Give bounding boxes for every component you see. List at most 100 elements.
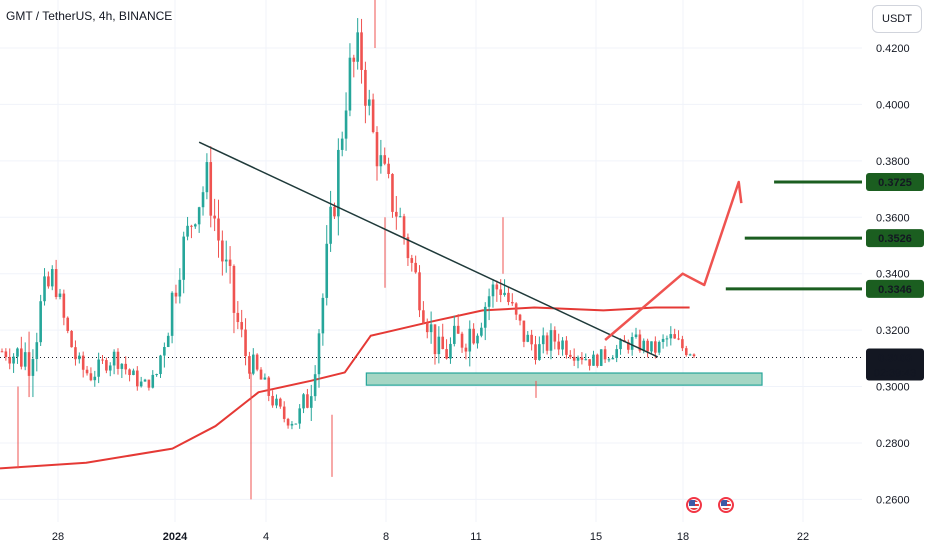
candle-body [367,99,371,106]
candle-body [143,379,147,382]
candle-body [592,354,595,366]
candle-body [456,325,460,334]
candle-body [514,303,518,315]
candle-body [568,354,572,357]
candle-body [441,336,445,350]
time-tick-label: 22 [797,531,809,543]
candle-body [193,224,197,227]
candle-body [565,340,568,355]
candle-body [112,351,116,366]
price-axis[interactable]: 0.2600 0.2800 0.3000 0.3200 0.3400 0.3600 0.38… [862,0,932,550]
candle-body [259,369,263,380]
candle-body [429,324,433,333]
candle-body [221,240,224,262]
candle-body [665,338,669,340]
candle-body [677,338,680,340]
candle-body [182,236,185,280]
price-tick-label: 0.3200 [876,325,910,337]
price-tick-label: 0.4200 [876,43,910,55]
candle-body [43,276,46,302]
candle-body [50,269,54,287]
candle-body [159,355,162,375]
target-level-label: 0.3526 [878,233,912,245]
price-axis-bg [862,0,932,550]
candle-body [654,341,657,353]
candle-body [406,237,410,259]
candle-body [503,292,506,295]
candle-body [255,354,259,370]
candle-body [356,32,359,62]
candle-body [228,259,232,266]
candle-body [128,369,131,376]
candle-body [116,351,120,369]
candle-body [35,342,39,360]
candle-body [170,292,174,336]
symbol-title: GMT / TetherUS, 4h, BINANCE [6,9,173,23]
candle-body [317,333,321,375]
candle-body [163,347,166,356]
candle-body [507,292,510,303]
time-tick-label: 8 [383,531,389,543]
candle-body [298,408,301,424]
price-tick-label: 0.3400 [876,269,910,281]
candle-body [460,333,464,348]
candle-body [422,310,425,323]
candle-body [101,359,104,361]
bar-countdown-label: 02:39:43 [874,367,917,379]
price-tick-label: 0.3000 [876,382,910,394]
candle-body [275,398,278,406]
candle-body [572,356,576,361]
time-tick-label: 28 [52,531,64,543]
candle-body [611,357,615,360]
time-tick-label: 18 [677,531,689,543]
candle-body [673,334,676,339]
candle-body [371,99,375,133]
candle-body [286,418,290,426]
candle-body [47,276,50,287]
currency-button[interactable]: USDT [872,5,922,33]
time-tick-label: 11 [470,531,481,543]
candle-body [139,381,143,387]
candle-body [197,207,201,225]
candle-body [290,423,294,426]
candle-body [70,330,73,348]
candle-body [306,394,309,408]
candle-body [174,292,178,297]
candle-body [596,354,599,366]
candle-body [279,398,282,407]
candle-body [453,325,456,344]
candle-body [321,297,325,334]
candle-body [433,324,437,355]
target-level-tag [866,279,924,298]
current-price-label: 0.3103 [878,352,912,364]
candle-body [344,110,348,139]
candle-body [66,317,70,331]
time-tick-label: 15 [590,531,602,543]
candle-body [151,374,155,388]
time-axis[interactable]: 28 2024 4 8 11 15 18 22 [52,531,809,543]
candle-body [445,349,448,359]
candle-body [518,314,522,321]
candle-body [379,155,383,167]
us-flag-event-icon[interactable] [686,497,702,513]
candle-body [62,293,66,318]
candle-body [333,206,336,217]
candle-body [8,356,12,364]
candle-body [383,155,387,164]
us-flag-event-icon[interactable] [718,497,734,513]
candle-body [626,342,630,350]
candle-body [437,336,441,355]
candle-body [186,225,189,237]
candle-body [360,32,363,70]
drawings-layer [198,141,862,358]
candle-body [522,320,526,342]
candle-body [418,272,421,311]
candle-body [236,312,240,323]
candle-body [657,341,661,353]
price-tick-label: 0.3600 [876,212,910,224]
candle-body [105,360,108,371]
candle-body [166,335,170,348]
candle-body [190,225,193,227]
time-tick-label: 2024 [163,531,188,543]
